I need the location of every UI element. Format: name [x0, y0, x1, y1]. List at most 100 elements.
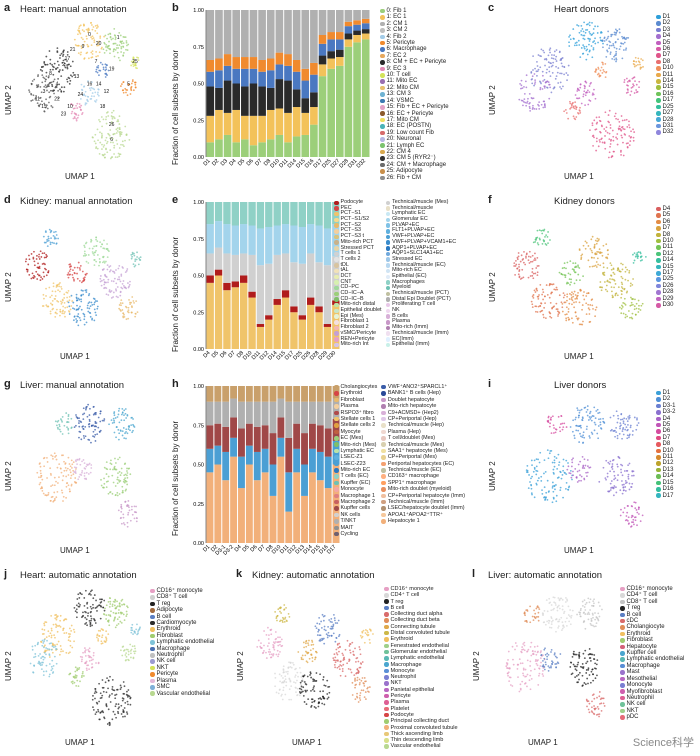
legend-item: Kupffer cells	[334, 505, 377, 511]
umap-point	[613, 485, 616, 487]
legend-item: PCT−S3 t	[334, 233, 382, 240]
umap-point	[591, 33, 594, 36]
umap-point	[81, 460, 83, 463]
umap-point	[84, 655, 87, 657]
umap-point	[573, 44, 576, 47]
umap-point	[126, 49, 129, 51]
bar-segment	[308, 401, 316, 424]
umap-point	[112, 481, 115, 484]
umap-point	[627, 424, 629, 426]
umap-point	[319, 690, 322, 693]
legend-label: Mito-rich Int	[340, 341, 369, 348]
legend-label: Kupffer cells	[340, 505, 371, 512]
umap-point	[92, 252, 95, 255]
legend-label: AQP1+PLVAP+EC	[392, 244, 437, 251]
legend-label: Plasma	[340, 403, 359, 410]
umap-point	[593, 246, 596, 249]
umap-point	[109, 603, 112, 605]
umap-point	[89, 615, 92, 617]
legend-label: tAL	[340, 267, 349, 274]
umap-point	[45, 664, 48, 667]
umap-point	[633, 92, 636, 94]
legend-label: Glomerular EC	[392, 216, 428, 223]
umap-point	[595, 266, 598, 268]
umap-point	[38, 258, 41, 260]
umap-point	[63, 297, 66, 299]
umap-point	[87, 45, 90, 48]
umap-point	[625, 417, 628, 420]
x-tick-label: D14	[267, 350, 278, 361]
umap-point	[78, 422, 80, 424]
umap-point	[609, 143, 612, 145]
umap-plot	[525, 405, 644, 528]
legend-label: D3-2	[662, 409, 676, 416]
umap-point	[100, 47, 103, 50]
umap-point	[551, 64, 554, 67]
umap-point	[67, 428, 70, 431]
umap-point	[612, 414, 615, 417]
legend-swatch	[381, 448, 386, 454]
umap-point	[104, 72, 107, 75]
umap-point	[359, 653, 362, 656]
umap-point	[537, 298, 540, 300]
umap-point	[320, 698, 323, 701]
umap-point	[105, 473, 108, 475]
umap-point	[349, 649, 351, 652]
umap-point	[121, 266, 124, 268]
cell-type-legend: CD16⁺ monocyte CD8⁺ T cell T reg Adipocyte B…	[150, 588, 214, 697]
umap-point	[75, 119, 78, 122]
umap-point	[98, 118, 100, 121]
umap-point	[306, 689, 308, 692]
umap-point	[126, 44, 128, 47]
umap-point	[83, 647, 86, 649]
umap-point	[101, 148, 103, 150]
umap-point	[108, 624, 111, 627]
umap-point	[520, 84, 523, 87]
bar-segment	[275, 64, 284, 80]
umap-point	[296, 694, 299, 696]
legend-swatch	[656, 416, 661, 422]
umap-point	[109, 265, 112, 267]
umap-point	[41, 70, 44, 72]
legend-label: SPP1⁺ macrophage	[387, 479, 436, 486]
umap-point	[342, 659, 345, 661]
umap-point	[79, 431, 82, 433]
umap-point	[346, 662, 349, 665]
umap-point	[77, 29, 80, 32]
legend-label: 24: CM + Macrophage	[386, 161, 447, 168]
umap-point	[39, 86, 42, 88]
umap-point	[520, 254, 523, 257]
umap-point	[83, 313, 86, 316]
umap-point	[73, 266, 76, 269]
umap-point	[93, 308, 96, 311]
umap-point	[132, 57, 135, 59]
umap-point	[112, 141, 114, 144]
umap-point	[125, 287, 128, 290]
chart-legend: Cholangiocytes Erythroid Fibroblast Plasma R…	[334, 384, 465, 537]
umap-point	[543, 103, 546, 105]
umap-point	[351, 694, 354, 696]
umap-point	[632, 303, 634, 306]
umap-point	[93, 259, 96, 261]
umap-point	[361, 661, 364, 663]
umap-point	[622, 426, 625, 429]
bar-segment	[316, 425, 324, 452]
umap-point	[76, 679, 79, 682]
legend-label: 5: Pericyte	[386, 40, 415, 47]
umap-point	[564, 313, 567, 316]
umap-point	[591, 124, 594, 127]
umap-point	[539, 451, 542, 454]
bar-segment	[266, 139, 275, 157]
umap-point	[101, 134, 104, 137]
umap-point	[60, 302, 63, 305]
umap-point	[60, 86, 63, 89]
legend-label: B cells	[392, 312, 408, 319]
umap-point	[602, 42, 604, 45]
umap-point	[602, 272, 604, 275]
panel-h: h Fraction of cell subsets by donor 0.00…	[168, 376, 490, 566]
umap-point	[560, 62, 563, 65]
legend-swatch	[334, 384, 339, 390]
umap-point	[87, 310, 90, 313]
umap-point	[559, 471, 562, 474]
umap-point	[90, 51, 93, 54]
